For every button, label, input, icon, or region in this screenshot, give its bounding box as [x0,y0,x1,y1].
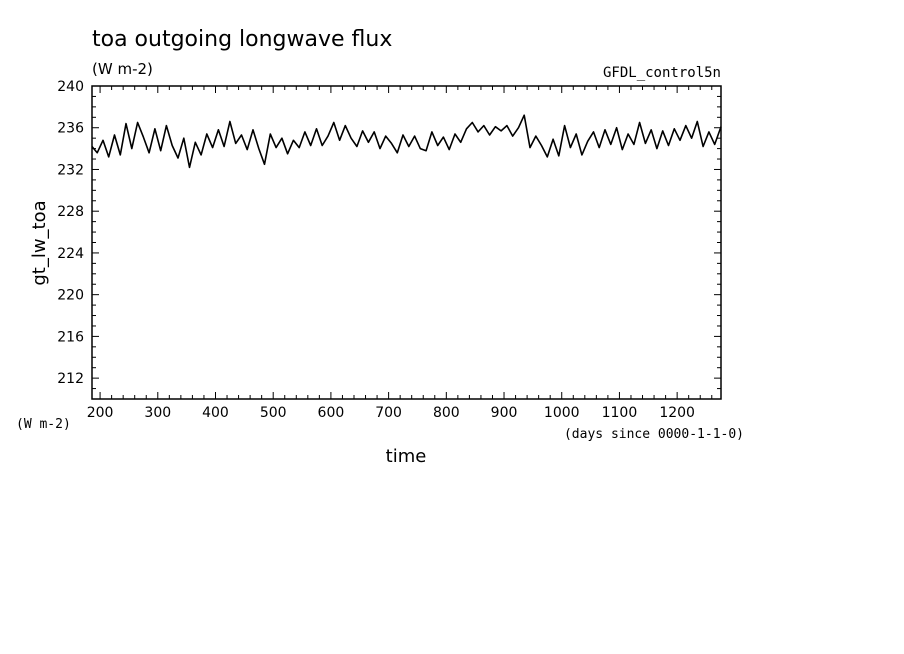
y-tick-label: 240 [57,79,84,95]
plot-frame [91,85,722,400]
x-axis-units: (days since 0000-1-1-0) [564,427,744,442]
y-tick-label: 220 [57,288,84,304]
x-axis-label: time [386,446,427,467]
y-axis-label: gt_lw_toa [29,200,50,285]
x-tick-label: 400 [202,405,229,421]
x-tick-label: 300 [144,405,171,421]
y-tick-label: 224 [57,246,84,262]
y-tick-label: 212 [57,371,84,387]
chart-units: (W m-2) [92,60,153,78]
x-axis-ticks: 200 300 400 500 600 700 800 900 1000 1100 1200 [87,86,713,421]
x-tick-label: 800 [433,405,460,421]
x-tick-label: 700 [375,405,402,421]
x-tick-label: 900 [491,405,518,421]
x-tick-label: 200 [87,405,114,421]
x-tick-label: 1200 [659,405,695,421]
y-axis-ticks: 212 216 220 224 228 232 236 240 [57,79,721,400]
series-line [91,114,722,169]
y-axis-units: (W m-2) [16,417,71,432]
y-tick-label: 216 [57,329,84,345]
dataset-label: GFDL_control5n [603,65,721,81]
x-tick-label: 1100 [602,405,638,421]
y-tick-label: 232 [57,162,84,178]
y-tick-label: 236 [57,121,84,137]
chart-title: toa outgoing longwave flux [92,27,392,52]
series-layer [91,114,722,169]
y-tick-label: 228 [57,204,84,220]
x-tick-label: 600 [318,405,345,421]
x-tick-label: 1000 [544,405,580,421]
x-tick-label: 500 [260,405,287,421]
